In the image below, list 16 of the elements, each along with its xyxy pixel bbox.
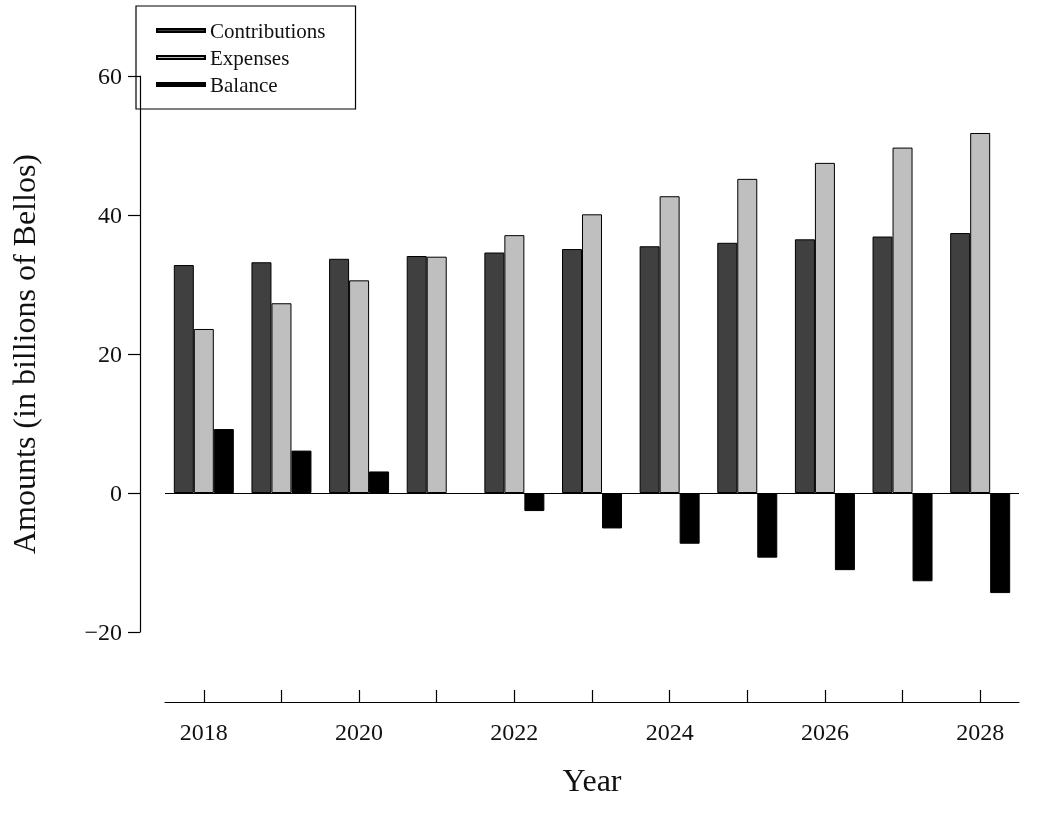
- legend-label: Contributions: [210, 18, 326, 43]
- y-tick-label: 0: [110, 480, 122, 506]
- x-tick-label: 2026: [800, 719, 849, 745]
- y-tick-label: 20: [98, 341, 122, 367]
- x-tick-label: 2022: [490, 719, 539, 745]
- x-tick-label: 2018: [179, 719, 228, 745]
- y-axis-title: Amounts (in billions of Bellos): [6, 154, 42, 554]
- legend-label: Expenses: [210, 45, 290, 70]
- y-tick-label: 60: [98, 63, 122, 89]
- y-tick-label: 40: [98, 202, 122, 228]
- x-axis-title: Year: [562, 762, 622, 798]
- x-tick-label: 2028: [956, 719, 1005, 745]
- y-tick-label: −20: [84, 619, 122, 645]
- x-tick-label: 2024: [645, 719, 694, 745]
- legend-label: Balance: [210, 72, 278, 97]
- x-tick-label: 2020: [335, 719, 384, 745]
